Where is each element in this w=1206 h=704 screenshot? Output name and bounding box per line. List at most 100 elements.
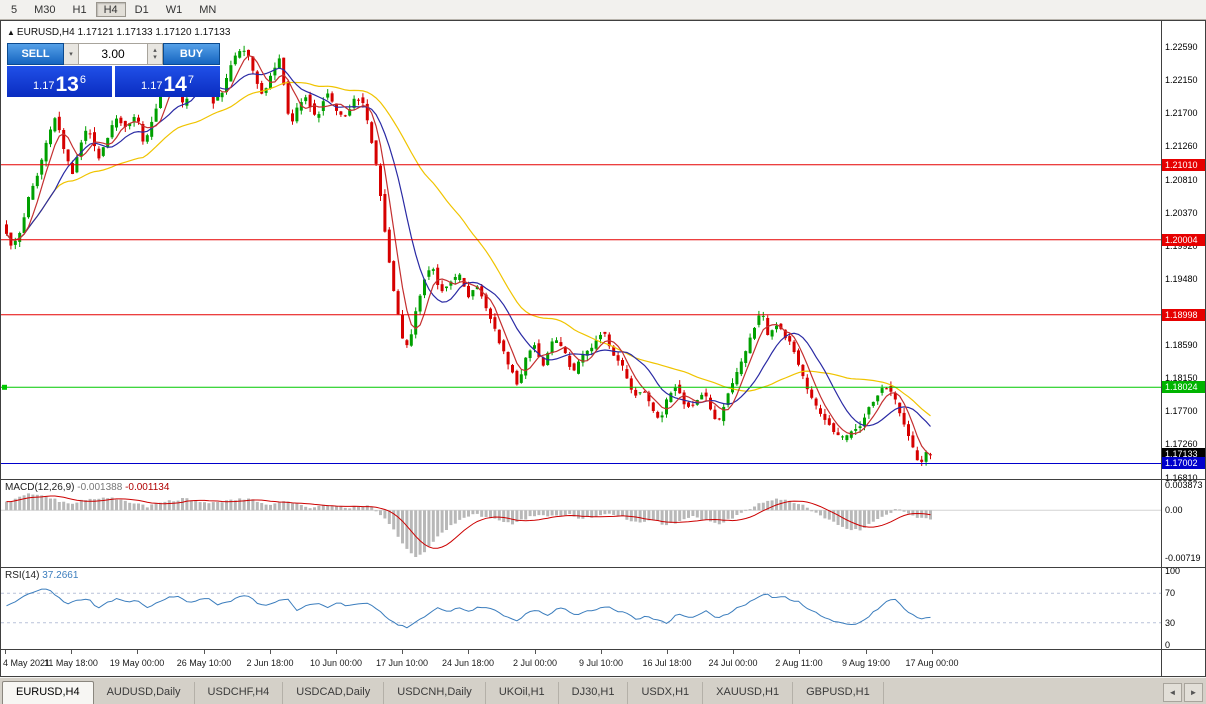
macd-value-main: -0.001388	[77, 482, 123, 493]
ohlc-values: 1.17121 1.17133 1.17120 1.17133	[77, 27, 231, 38]
direction-up-icon: ▲	[7, 28, 15, 37]
chart-tab-ukoil-h1[interactable]: UKOil,H1	[486, 682, 559, 704]
time-axis[interactable]: 4 May 2021 11 May 18:00 19 May 00:00 26 May…	[1, 650, 1161, 676]
timeframe-button-5[interactable]: 5	[3, 2, 25, 17]
rsi-indicator-pane[interactable]	[1, 568, 1161, 649]
time-label: 17 Aug 00:00	[905, 658, 959, 668]
chart-tab-dj30-h1[interactable]: DJ30,H1	[559, 682, 629, 704]
lot-spinner[interactable]: ▴ ▾	[148, 43, 163, 65]
price-tick-label: 1.17700	[1165, 406, 1198, 416]
sell-price-sup: 6	[79, 74, 86, 86]
rsi-axis-label: 0	[1165, 640, 1171, 650]
time-label: 16 Jul 18:00	[642, 658, 692, 668]
chart-tab-eurusd-h4[interactable]: EURUSD,H4	[2, 681, 94, 704]
price-chart[interactable]	[1, 21, 1161, 479]
one-click-trading-panel: SELL ▾ 3.00 ▴ ▾ BUY 1.17 13 6 1.17 14 7	[7, 43, 220, 97]
price-tick-label: 1.20810	[1165, 175, 1198, 185]
price-tick-label: 1.16810	[1165, 473, 1198, 483]
spin-down-icon[interactable]: ▾	[153, 54, 157, 61]
time-tick	[336, 650, 337, 654]
rsi-label: RSI(14) 37.2661	[5, 570, 79, 581]
timeframe-button-h4[interactable]: H4	[95, 2, 126, 17]
time-label: 2 Jun 18:00	[246, 658, 294, 668]
timeframe-button-mn[interactable]: MN	[191, 2, 224, 17]
time-label: 4 May 2021	[3, 658, 51, 668]
price-tick-label: 1.22150	[1165, 75, 1198, 85]
price-tick-label: 1.19480	[1165, 274, 1198, 284]
symbol-ohlc-info: ▲ EURUSD,H4 1.17121 1.17133 1.17120 1.171…	[7, 27, 230, 38]
chart-tabs-bar: EURUSD,H4 AUDUSD,Daily USDCHF,H4 USDCAD,Dai…	[0, 677, 1206, 704]
time-label: 19 May 00:00	[109, 658, 165, 668]
macd-value-signal: -0.001134	[125, 482, 170, 493]
price-tick-label: 1.19920	[1165, 241, 1198, 251]
time-label: 24 Jun 18:00	[441, 658, 495, 668]
line-anchor-handle	[2, 384, 7, 390]
lot-dropdown-icon[interactable]: ▾	[64, 43, 79, 65]
macd-axis-label: 0.00	[1165, 505, 1183, 515]
time-tick	[601, 650, 602, 654]
sell-price-big: 13	[55, 73, 79, 96]
chart-tab-usdx-h1[interactable]: USDX,H1	[628, 682, 704, 704]
timeframe-toolbar: 5 M30 H1 H4 D1 W1 MN	[0, 0, 1206, 20]
pane-separator[interactable]	[1, 479, 1205, 480]
rsi-axis-label: 70	[1165, 588, 1176, 598]
pane-separator[interactable]	[1, 567, 1205, 568]
timeframe-button-d1[interactable]: D1	[127, 2, 157, 17]
macd-label: MACD(12,26,9) -0.001388 -0.001134	[5, 482, 170, 493]
timeframe-button-m30[interactable]: M30	[26, 2, 63, 17]
time-tick	[799, 650, 800, 654]
buy-button[interactable]: BUY	[163, 43, 220, 65]
rsi-axis-label: 30	[1165, 618, 1176, 628]
buy-price-prefix: 1.17	[141, 80, 163, 92]
tab-scroll-left-icon[interactable]: ◄	[1163, 682, 1182, 702]
time-tick	[270, 650, 271, 654]
price-line-label: 1.21010	[1162, 159, 1205, 171]
macd-axis-label: 0.003873	[1165, 480, 1203, 490]
time-tick	[932, 650, 933, 654]
price-axis[interactable]: 1.22590 1.22150 1.21700 1.21260 1.20810 1.203…	[1161, 21, 1205, 676]
chart-tab-gbpusd-h1[interactable]: GBPUSD,H1	[793, 682, 884, 704]
price-tick-label: 1.21260	[1165, 141, 1198, 151]
price-tick-label: 1.18590	[1165, 340, 1198, 350]
chart-plot-area: 4 May 2021 11 May 18:00 19 May 00:00 26 May…	[1, 21, 1161, 676]
spin-up-icon[interactable]: ▴	[153, 47, 157, 54]
sell-button[interactable]: SELL	[7, 43, 64, 65]
pane-separator[interactable]	[1, 649, 1205, 650]
rsi-axis-label: 100	[1165, 566, 1181, 576]
time-tick	[468, 650, 469, 654]
buy-price[interactable]: 1.17 14 7	[115, 66, 220, 97]
symbol-name: EURUSD,H4	[16, 27, 75, 38]
rsi-line	[6, 588, 931, 629]
time-tick	[204, 650, 205, 654]
time-label: 17 Jun 10:00	[375, 658, 429, 668]
lot-size-input[interactable]: 3.00	[79, 43, 148, 65]
time-label: 9 Aug 19:00	[841, 658, 891, 668]
buy-price-big: 14	[163, 73, 187, 96]
buy-price-sup: 7	[187, 74, 194, 86]
price-tick-label: 1.18150	[1165, 373, 1198, 383]
sell-price[interactable]: 1.17 13 6	[7, 66, 112, 97]
moving-average	[6, 81, 931, 417]
chart-tab-xauusd-h1[interactable]: XAUUSD,H1	[703, 682, 794, 704]
price-tick-label: 1.21700	[1165, 108, 1198, 118]
sell-price-prefix: 1.17	[33, 80, 55, 92]
moving-average	[6, 55, 931, 456]
time-label: 2 Jul 00:00	[512, 658, 558, 668]
time-tick	[535, 650, 536, 654]
chart-tab-usdcnh-daily[interactable]: USDCNH,Daily	[384, 682, 486, 704]
chart-tab-usdcad-daily[interactable]: USDCAD,Daily	[283, 682, 385, 704]
price-line-label: 1.20004	[1162, 234, 1205, 246]
price-line-label: 1.17002	[1162, 457, 1205, 469]
time-label: 26 May 10:00	[176, 658, 232, 668]
time-tick	[71, 650, 72, 654]
time-label: 9 Jul 10:00	[578, 658, 624, 668]
chart-tab-audusd-daily[interactable]: AUDUSD,Daily	[94, 682, 195, 704]
chart-tab-usdchf-h4[interactable]: USDCHF,H4	[195, 682, 284, 704]
macd-signal-line	[6, 495, 931, 549]
time-tick	[667, 650, 668, 654]
macd-indicator-pane[interactable]	[1, 480, 1161, 567]
chart-window: 4 May 2021 11 May 18:00 19 May 00:00 26 May…	[0, 20, 1206, 677]
timeframe-button-w1[interactable]: W1	[158, 2, 191, 17]
tab-scroll-right-icon[interactable]: ►	[1184, 682, 1203, 702]
timeframe-button-h1[interactable]: H1	[65, 2, 95, 17]
